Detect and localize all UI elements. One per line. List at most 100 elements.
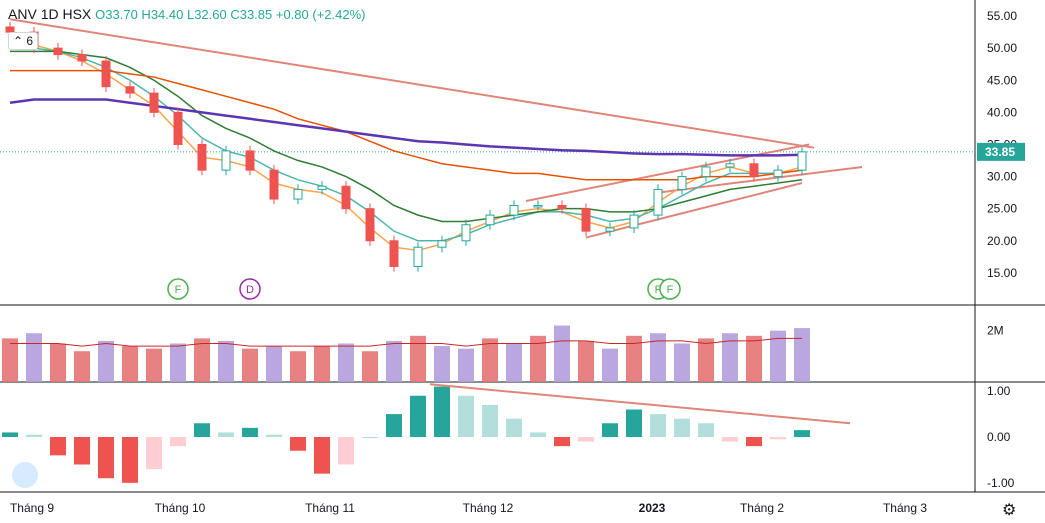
event-marker: [659, 278, 681, 300]
candle-body: [221, 150, 231, 171]
candle-body: [413, 246, 423, 267]
time-axis-label: Tháng 3: [883, 501, 927, 515]
chart-header: ANV 1D HSX O33.70 H34.40 L32.60 C33.85 +…: [8, 6, 365, 22]
candle-body: [629, 214, 639, 229]
macd-tick-label: -1.00: [987, 476, 1015, 490]
macd-bar: [98, 437, 114, 479]
ma-line-0: [9, 34, 803, 252]
volume-bar: [170, 343, 186, 382]
macd-bar: [242, 427, 258, 437]
candle-body: [557, 204, 567, 210]
candle-body: [317, 185, 327, 190]
volume-bar: [650, 333, 666, 382]
price-tick-label: 25.00: [987, 202, 1017, 216]
volume-bar: [434, 346, 450, 382]
candle-body: [749, 163, 759, 178]
volume-bar: [578, 340, 594, 382]
candle-body: [701, 166, 711, 178]
macd-bar: [434, 386, 450, 437]
time-axis-label: Tháng 10: [155, 501, 206, 515]
volume-ma-line: [10, 337, 802, 347]
volume-bar: [722, 333, 738, 382]
macd-pane: [2, 383, 851, 483]
price-tick-label: 40.00: [987, 105, 1017, 119]
volume-bar: [74, 351, 90, 382]
candle-body: [245, 150, 255, 171]
macd-tick-label: 1.00: [987, 384, 1011, 398]
macd-bar: [602, 423, 618, 437]
macd-bar: [794, 430, 810, 437]
candle-body: [197, 143, 207, 171]
volume-bar: [506, 343, 522, 382]
event-marker-label: F: [655, 284, 662, 296]
candle-body: [509, 204, 519, 216]
macd-bar: [218, 432, 234, 437]
tradingview-logo-icon[interactable]: [12, 462, 38, 488]
macd-bar: [122, 437, 138, 483]
volume-bar: [50, 343, 66, 382]
macd-bar: [266, 434, 282, 437]
macd-bar: [770, 437, 786, 440]
volume-bar: [794, 328, 810, 382]
ma-line-4: [9, 98, 803, 157]
time-axis-label: Tháng 2: [740, 501, 784, 515]
volume-bar: [338, 343, 354, 382]
macd-bar: [50, 437, 66, 456]
symbol-label[interactable]: ANV: [8, 6, 37, 22]
macd-bar: [170, 437, 186, 447]
candle-body: [461, 224, 471, 242]
event-marker-label: D: [246, 284, 254, 296]
volume-bar: [218, 340, 234, 382]
macd-bar: [674, 418, 690, 437]
macd-bar: [194, 423, 210, 437]
volume-bar: [314, 346, 330, 382]
volume-tick-label: 2M: [987, 324, 1004, 338]
price-trendline: [9, 18, 815, 149]
macd-bar: [746, 437, 762, 447]
trendlines: [9, 18, 863, 239]
volume-bar: [530, 335, 546, 382]
volume-bar: [554, 325, 570, 382]
macd-bar: [26, 434, 42, 437]
candle-body: [653, 188, 663, 216]
volume-bar: [122, 346, 138, 382]
interval-label[interactable]: 1D: [40, 6, 59, 22]
ma-line-3: [10, 69, 803, 181]
indicator-count: 6: [26, 34, 34, 48]
candle-body: [341, 185, 351, 210]
macd-bar: [722, 437, 738, 442]
macd-bar: [410, 395, 426, 437]
event-marker: [167, 278, 189, 300]
price-trendline: [585, 182, 803, 239]
price-trendline: [657, 165, 863, 194]
volume-pane: [2, 325, 810, 382]
candle-body: [173, 111, 183, 145]
candle-body: [605, 227, 615, 232]
volume-bar: [674, 343, 690, 382]
candle-body: [437, 240, 447, 248]
time-axis-label: Tháng 12: [463, 501, 514, 515]
candle-body: [725, 163, 735, 168]
macd-bar: [314, 437, 330, 474]
price-tick-label: 30.00: [987, 170, 1017, 184]
volume-bar: [698, 338, 714, 382]
candle-body: [77, 54, 87, 62]
time-axis-label: 2023: [639, 501, 666, 515]
volume-bar: [266, 346, 282, 382]
volume-bar: [410, 335, 426, 382]
indicators-toggle[interactable]: ⌃ 6: [8, 32, 39, 50]
candle-body: [125, 86, 135, 94]
macd-bar: [698, 423, 714, 437]
axes: 55.0050.0045.0040.0035.0030.0025.0020.00…: [10, 9, 1025, 515]
last-price-label: 33.85: [985, 145, 1015, 159]
event-marker-label: F: [667, 284, 674, 296]
candle-body: [485, 214, 495, 226]
event-marker: [239, 278, 261, 300]
chevron-up-icon: ⌃: [13, 34, 24, 48]
price-tick-label: 20.00: [987, 234, 1017, 248]
gear-icon[interactable]: ⚙: [1002, 502, 1017, 519]
exchange-label: HSX: [62, 6, 92, 22]
last-price-badge: [977, 142, 1025, 161]
